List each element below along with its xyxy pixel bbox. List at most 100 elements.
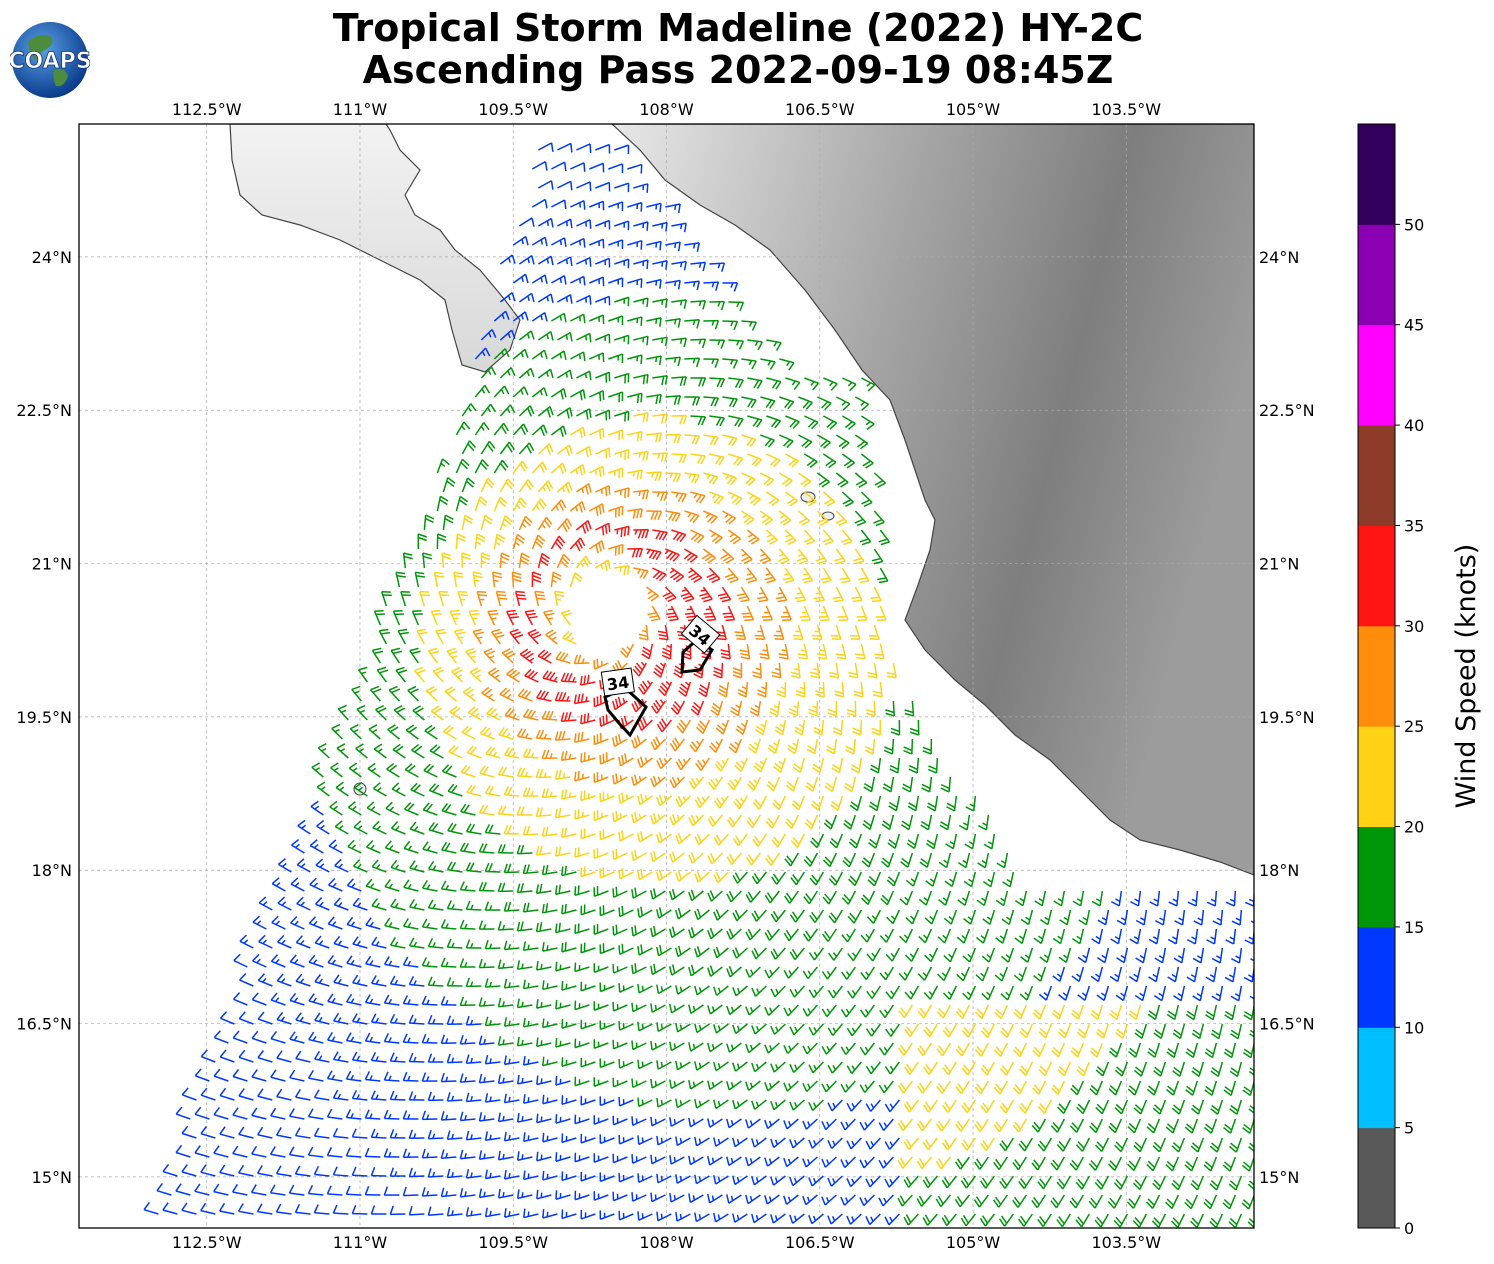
wind-barb (531, 236, 548, 247)
wind-barb (741, 605, 755, 622)
wind-barb (627, 508, 643, 519)
wind-barb (371, 898, 387, 911)
wind-barb (943, 909, 958, 925)
wind-barb (816, 434, 831, 449)
wind-barb (499, 515, 513, 531)
wind-barb (866, 909, 882, 924)
wind-barb (770, 871, 786, 885)
wind-barb (703, 605, 717, 622)
wind-barb (855, 643, 866, 660)
wind-barb (447, 822, 463, 835)
wind-barb (835, 510, 848, 527)
wind-barb (939, 814, 952, 831)
wind-barb (381, 590, 392, 607)
wind-barb (503, 747, 520, 759)
wind-barb (422, 880, 438, 892)
wind-barb (484, 939, 501, 950)
wind-barb (803, 453, 818, 468)
wind-barb (684, 396, 701, 406)
wind-barb (764, 928, 780, 941)
wind-barb (713, 909, 729, 921)
wind-barb (747, 415, 763, 428)
wind-barb (632, 661, 648, 677)
wind-barb (709, 453, 725, 466)
wind-barb (573, 693, 590, 705)
wind-barb (732, 871, 748, 884)
wind-barb (665, 472, 682, 483)
wind-barb (484, 785, 501, 797)
wind-barb (612, 886, 628, 898)
wind-barb (545, 629, 558, 645)
wind-barb (637, 868, 653, 881)
wind-barb (832, 719, 844, 736)
wind-barb (466, 784, 482, 797)
wind-barb (835, 643, 847, 660)
wind-barb (423, 514, 435, 531)
wind-barb (537, 516, 553, 531)
wind-barb (277, 935, 292, 949)
wind-barb (834, 681, 845, 698)
wind-barb (1206, 928, 1218, 945)
wind-barb (1091, 928, 1104, 945)
wind-barb (478, 843, 495, 854)
wind-barb (537, 217, 554, 228)
wind-barb (669, 851, 685, 863)
wind-barb (472, 628, 484, 645)
wind-barb (792, 624, 804, 641)
wind-barb (465, 862, 482, 873)
wind-barb (371, 859, 387, 873)
wind-barb (518, 255, 535, 265)
wind-barb (570, 162, 586, 172)
wind-barb (523, 708, 539, 721)
wind-barb (652, 452, 669, 463)
wind-barb (656, 869, 672, 882)
wind-barb (588, 540, 605, 554)
wind-barb (627, 392, 643, 404)
wind-barb (541, 903, 558, 914)
wind-barb (518, 330, 535, 341)
wind-barb (728, 301, 745, 312)
wind-barb (316, 819, 330, 835)
wind-barb (1110, 890, 1123, 907)
wind-barb (290, 877, 305, 892)
wind-barb (783, 928, 799, 942)
wind-barb (746, 529, 760, 545)
wind-barb (747, 453, 762, 467)
wind-barb (694, 833, 710, 846)
wind-barb (561, 903, 577, 915)
wind-barb (576, 332, 592, 343)
wind-barb (535, 922, 552, 933)
lat-tick-label: 15°N (32, 1168, 72, 1187)
wind-barb (868, 624, 880, 641)
wind-barb (522, 825, 539, 836)
wind-barb (852, 719, 863, 736)
wind-barb (555, 922, 571, 934)
wind-barb (576, 294, 592, 305)
wind-barb (608, 391, 624, 403)
wind-barb (741, 320, 757, 331)
wind-barb (310, 800, 324, 816)
wind-barb (580, 752, 596, 763)
wind-barb (436, 533, 447, 550)
wind-barb (903, 738, 914, 755)
wind-barb (537, 368, 554, 379)
wind-barb (722, 605, 736, 622)
wind-barb (487, 667, 501, 683)
wind-barb (480, 552, 491, 569)
wind-barb (727, 776, 743, 791)
wind-barb (890, 719, 901, 736)
wind-barb (627, 547, 644, 558)
wind-barb (348, 762, 362, 778)
wind-barb (940, 776, 952, 793)
wind-barb (709, 339, 726, 349)
wind-barb (710, 700, 724, 716)
wind-barb (518, 479, 534, 493)
wind-barb (846, 700, 857, 717)
wind-barb (707, 890, 723, 902)
wind-barb (637, 793, 653, 806)
wind-barb (392, 743, 406, 759)
wind-barb (371, 647, 384, 664)
wind-barb (873, 472, 886, 488)
wind-barb (512, 533, 526, 550)
wind-barb (859, 529, 872, 546)
